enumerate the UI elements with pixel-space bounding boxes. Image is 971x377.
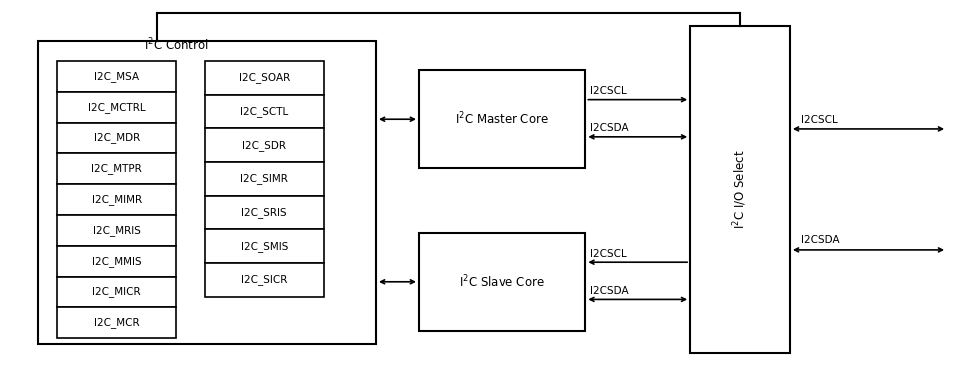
FancyBboxPatch shape — [57, 61, 177, 92]
FancyBboxPatch shape — [57, 92, 177, 123]
FancyBboxPatch shape — [57, 123, 177, 153]
FancyBboxPatch shape — [57, 153, 177, 184]
Text: I$^2$C Slave Core: I$^2$C Slave Core — [459, 273, 545, 290]
Text: I2C_MRIS: I2C_MRIS — [93, 225, 141, 236]
FancyBboxPatch shape — [205, 95, 323, 129]
FancyBboxPatch shape — [57, 277, 177, 307]
Text: I2C_MMIS: I2C_MMIS — [92, 256, 142, 267]
Text: I2CSDA: I2CSDA — [590, 286, 629, 296]
Text: I$^2$C I/O Select: I$^2$C I/O Select — [731, 149, 749, 229]
FancyBboxPatch shape — [690, 26, 790, 353]
Text: I2CSDA: I2CSDA — [801, 236, 840, 245]
Text: I2C_SIMR: I2C_SIMR — [240, 173, 288, 184]
Text: I2C_SRIS: I2C_SRIS — [242, 207, 287, 218]
FancyBboxPatch shape — [57, 215, 177, 246]
FancyBboxPatch shape — [205, 129, 323, 162]
FancyBboxPatch shape — [205, 61, 323, 95]
FancyBboxPatch shape — [205, 162, 323, 196]
Text: I2C_SMIS: I2C_SMIS — [241, 241, 288, 252]
Text: I$^2$C Control: I$^2$C Control — [144, 37, 209, 54]
Text: I2C_SOAR: I2C_SOAR — [239, 72, 290, 83]
Text: I2C_MIMR: I2C_MIMR — [91, 194, 142, 205]
FancyBboxPatch shape — [38, 41, 376, 344]
FancyBboxPatch shape — [57, 307, 177, 338]
FancyBboxPatch shape — [205, 263, 323, 297]
Text: I2CSCL: I2CSCL — [590, 248, 627, 259]
Text: I2C_MSA: I2C_MSA — [94, 71, 139, 82]
Text: I2CSCL: I2CSCL — [801, 115, 838, 124]
Text: I2C_MTPR: I2C_MTPR — [91, 163, 142, 174]
FancyBboxPatch shape — [57, 246, 177, 277]
Text: I2C_MCTRL: I2C_MCTRL — [88, 102, 146, 113]
Text: I2C_SCTL: I2C_SCTL — [240, 106, 288, 117]
Text: I2C_MCR: I2C_MCR — [94, 317, 140, 328]
Text: I2C_SICR: I2C_SICR — [241, 274, 287, 285]
Text: I2CSDA: I2CSDA — [590, 123, 629, 133]
Text: I2C_MICR: I2C_MICR — [92, 287, 141, 297]
FancyBboxPatch shape — [419, 70, 586, 168]
FancyBboxPatch shape — [205, 196, 323, 229]
FancyBboxPatch shape — [205, 229, 323, 263]
FancyBboxPatch shape — [57, 184, 177, 215]
FancyBboxPatch shape — [419, 233, 586, 331]
Text: I2C_SDR: I2C_SDR — [242, 140, 286, 151]
Text: I$^2$C Master Core: I$^2$C Master Core — [455, 111, 549, 127]
Text: I2C_MDR: I2C_MDR — [93, 133, 140, 144]
Text: I2CSCL: I2CSCL — [590, 86, 627, 96]
